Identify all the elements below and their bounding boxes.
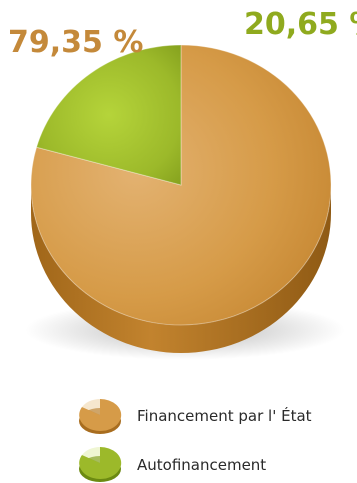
legend-label-autofinancement: Autofinancement [137, 456, 266, 474]
legend-pie-icon-green [79, 446, 122, 482]
value-label-autofinancement: 20,65 % [244, 7, 357, 42]
legend-label-financement-etat: Financement par l' État [137, 406, 312, 425]
pie-slice-autofinancement [35, 44, 182, 186]
pie-slice-financement-etat [30, 44, 332, 326]
legend-pie-icon-brown [79, 398, 122, 434]
pie-side [31, 185, 331, 353]
pie-slices [30, 44, 332, 326]
legend: Financement par l' État Autofinancement [79, 398, 312, 482]
legend-item-autofinancement: Autofinancement [79, 446, 266, 482]
value-label-financement-etat: 79,35 % [8, 25, 143, 60]
legend-item-financement-etat: Financement par l' État [79, 398, 312, 434]
